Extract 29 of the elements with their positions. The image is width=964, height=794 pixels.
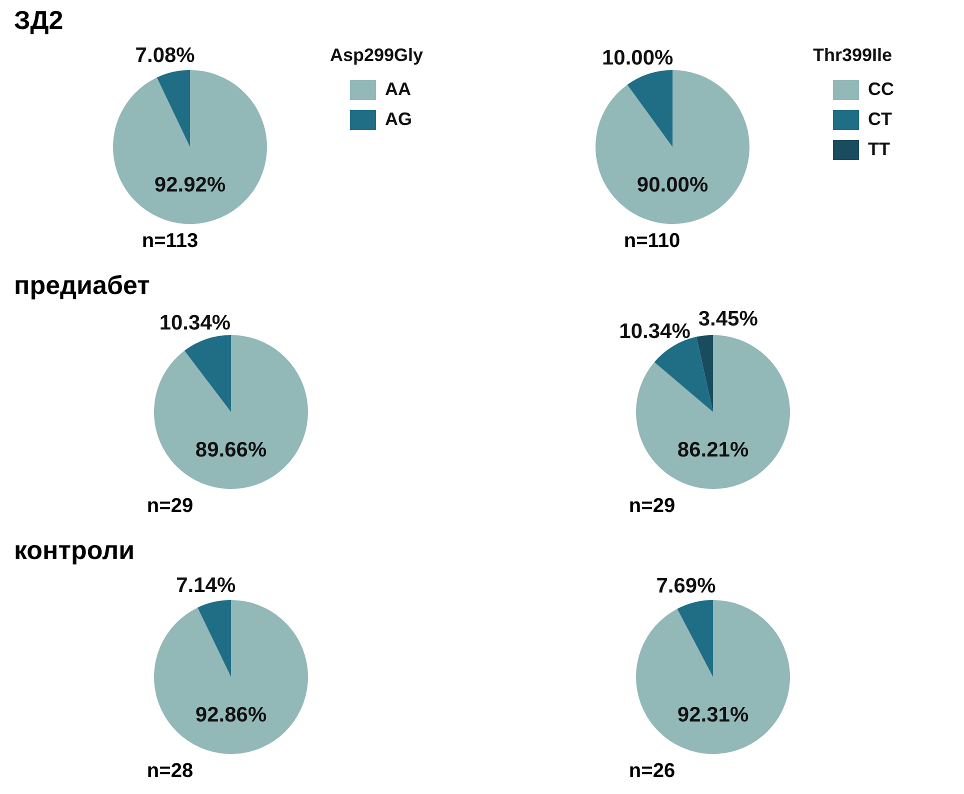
data-label: 92.92% [154, 173, 226, 196]
text: n=28 [146, 760, 194, 783]
legend-title: Asp299Gly [330, 44, 424, 65]
text: n=110 [622, 230, 682, 253]
data-label: 92.86% [195, 703, 267, 726]
data-label: 10.34% [159, 312, 231, 335]
data-label: 92.31% [677, 703, 749, 726]
data-label: 7.69% [656, 574, 716, 598]
text: n=29 [628, 495, 676, 518]
text: n=113 [140, 230, 200, 253]
legend-label: AG [385, 108, 412, 129]
data-label: 7.14% [176, 574, 236, 598]
text: n=26 [628, 760, 676, 783]
data-label: 86.21% [677, 438, 749, 462]
data-label: 10.34% [619, 320, 691, 344]
legend-label: TT [868, 138, 890, 159]
legend-label: CT [868, 108, 892, 129]
legend-title: Thr399Ile [813, 44, 892, 65]
data-label: 10.00% [602, 46, 674, 70]
chart-title: предиабет [13, 269, 151, 302]
data-label: 7.08% [135, 44, 196, 68]
legend-label: AA [385, 78, 411, 99]
data-label: 3.45% [698, 307, 758, 330]
data-label: 89.66% [195, 438, 267, 462]
chart-title: ЗД2 [13, 4, 64, 37]
data-label: 90.00% [636, 173, 708, 196]
text: n=29 [146, 495, 194, 518]
chart-title: контроли [13, 534, 136, 567]
legend-label: CC [868, 78, 894, 99]
